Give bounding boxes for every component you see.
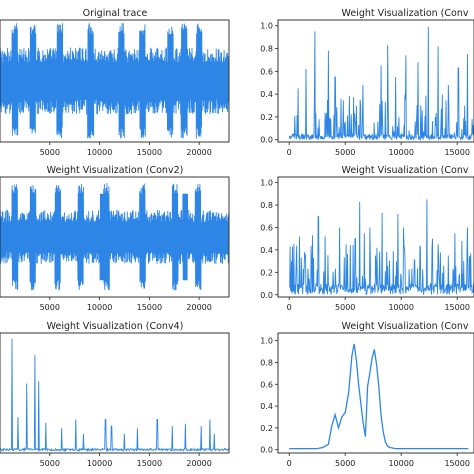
x-tick-label: 0 bbox=[287, 459, 292, 468]
plot-frame bbox=[277, 19, 474, 143]
panel-weight-vis-conv-bottom-right: Weight Visualization (Conv 0 5000 10000 1500… bbox=[260, 321, 474, 468]
x-tick-label: 10000 bbox=[388, 459, 413, 468]
y-tick-label: 1.0 bbox=[260, 179, 273, 188]
panel-weight-vis-conv4: Weight Visualization (Conv4) 5000 10000 150… bbox=[0, 321, 230, 468]
y-tick-label: 1.0 bbox=[260, 22, 273, 31]
series-line bbox=[289, 343, 469, 450]
x-tick-label: 5000 bbox=[335, 459, 355, 468]
y-tick-label: 0.2 bbox=[260, 268, 273, 277]
x-tick-label: 15000 bbox=[444, 148, 469, 157]
x-tick-label: 20000 bbox=[186, 459, 211, 468]
x-tick-label: 5000 bbox=[335, 303, 355, 312]
panel-weight-vis-conv2: Weight Visualization (Conv2) 5000 10000 150… bbox=[0, 165, 230, 312]
x-tick-label: 15000 bbox=[444, 459, 469, 468]
x-tick-label: 15000 bbox=[444, 303, 469, 312]
chart-title: Weight Visualization (Conv bbox=[342, 165, 469, 176]
panel-weight-vis-conv-top-right: Weight Visualization (Conv 0 5000 10000 1500… bbox=[260, 8, 474, 157]
plot-frame bbox=[0, 176, 230, 298]
series-line bbox=[0, 183, 229, 291]
y-tick-label: 0.2 bbox=[260, 113, 273, 122]
y-tick-label: 0.0 bbox=[260, 136, 273, 145]
y-tick-label: 0.4 bbox=[260, 246, 273, 255]
x-tick-label: 15000 bbox=[137, 459, 162, 468]
plot-frame bbox=[0, 332, 230, 454]
chart-title: Weight Visualization (Conv bbox=[342, 8, 469, 19]
y-tick-label: 0.6 bbox=[260, 67, 273, 76]
y-tick-label: 1.0 bbox=[260, 337, 273, 346]
plot-frame bbox=[0, 19, 230, 143]
plot-frame bbox=[277, 176, 474, 298]
y-tick-label: 0.0 bbox=[260, 446, 273, 455]
y-tick-label: 0.0 bbox=[260, 291, 273, 300]
x-tick-label: 0 bbox=[287, 148, 292, 157]
y-tick-label: 0.6 bbox=[260, 223, 273, 232]
x-tick-label: 15000 bbox=[137, 303, 162, 312]
x-tick-label: 5000 bbox=[40, 148, 60, 157]
panel-original-trace: Original trace 5000 10000 15000 20000 bbox=[0, 8, 230, 157]
series-line bbox=[0, 338, 229, 453]
x-tick-label: 10000 bbox=[87, 459, 112, 468]
chart-title: Weight Visualization (Conv bbox=[342, 321, 469, 332]
panel-weight-vis-conv-mid-right: Weight Visualization (Conv 0 5000 10000 1500… bbox=[260, 165, 474, 312]
x-tick-label: 5000 bbox=[40, 459, 60, 468]
y-tick-label: 0.2 bbox=[260, 424, 273, 433]
plot-frame bbox=[277, 332, 474, 454]
y-tick-label: 0.8 bbox=[260, 45, 273, 54]
y-tick-label: 0.4 bbox=[260, 402, 273, 411]
chart-title: Original trace bbox=[83, 8, 148, 19]
x-tick-label: 10000 bbox=[87, 303, 112, 312]
series-line bbox=[288, 26, 474, 142]
x-tick-label: 10000 bbox=[388, 148, 413, 157]
x-tick-label: 5000 bbox=[40, 303, 60, 312]
y-tick-label: 0.6 bbox=[260, 380, 273, 389]
x-tick-label: 5000 bbox=[335, 148, 355, 157]
x-tick-label: 20000 bbox=[186, 303, 211, 312]
series-line bbox=[0, 23, 229, 139]
x-tick-label: 15000 bbox=[137, 148, 162, 157]
y-tick-label: 0.4 bbox=[260, 90, 273, 99]
x-tick-label: 10000 bbox=[87, 148, 112, 157]
y-tick-label: 0.8 bbox=[260, 201, 273, 210]
x-tick-label: 0 bbox=[287, 303, 292, 312]
chart-title: Weight Visualization (Conv2) bbox=[47, 165, 184, 176]
series-line bbox=[289, 199, 474, 296]
chart-title: Weight Visualization (Conv4) bbox=[47, 321, 184, 332]
x-tick-label: 20000 bbox=[186, 148, 211, 157]
y-tick-label: 0.8 bbox=[260, 358, 273, 367]
x-tick-label: 10000 bbox=[388, 303, 413, 312]
